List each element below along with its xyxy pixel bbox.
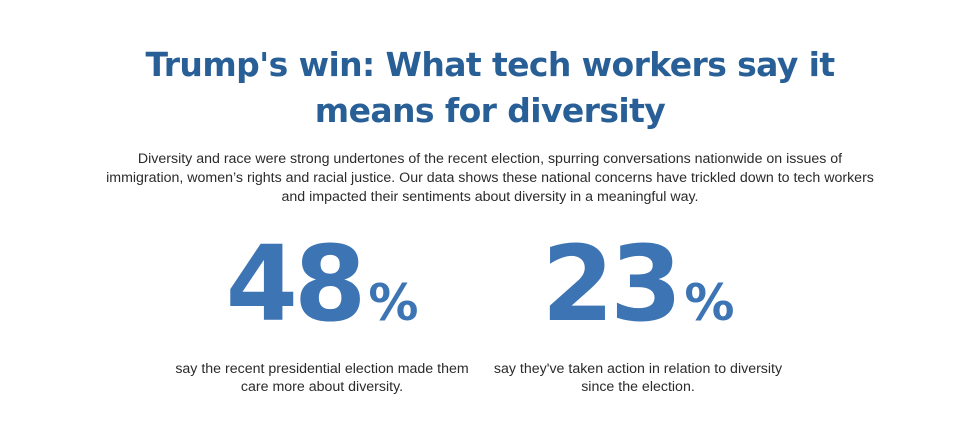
stat-value: 48 <box>225 223 367 345</box>
stat-unit: % <box>684 274 735 332</box>
stat-block-taken-action: 23% say they've taken action in relation… <box>478 232 798 395</box>
page-title: Trump's win: What tech workers say it me… <box>145 45 835 130</box>
intro-paragraph: Diversity and race were strong undertone… <box>106 151 874 205</box>
stat-value: 23 <box>541 223 683 345</box>
stat-unit: % <box>368 274 419 332</box>
stat-block-care-more: 48% say the recent presidential election… <box>162 232 482 395</box>
stat-number: 23% <box>542 232 735 355</box>
stat-number: 48% <box>226 232 419 355</box>
stat-caption: say they've taken action in relation to … <box>493 361 783 395</box>
stat-caption: say the recent presidential election mad… <box>175 361 469 395</box>
